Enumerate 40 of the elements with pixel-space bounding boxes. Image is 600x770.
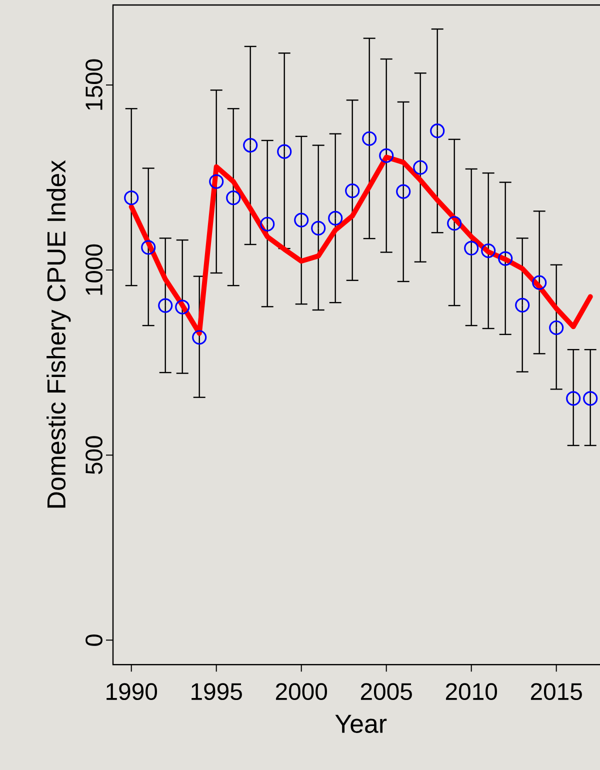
x-axis-title: Year xyxy=(335,714,387,733)
point xyxy=(328,210,343,226)
point xyxy=(362,131,377,146)
point xyxy=(192,330,207,345)
point xyxy=(532,275,547,290)
point xyxy=(124,190,139,206)
point xyxy=(396,184,411,199)
x-tick-label: 2005 xyxy=(360,683,412,700)
point xyxy=(413,160,428,175)
point xyxy=(141,240,156,255)
y-tick-label: 1000 xyxy=(86,244,102,295)
y-tick-label: 500 xyxy=(86,436,102,474)
point xyxy=(243,138,258,153)
point xyxy=(345,184,360,198)
x-tick-label: 2015 xyxy=(530,683,582,700)
x-tick-label: 2010 xyxy=(446,683,497,700)
point xyxy=(209,174,224,189)
point xyxy=(294,212,309,228)
point xyxy=(311,220,326,236)
x-tick-label: 1995 xyxy=(192,683,242,700)
point xyxy=(583,391,598,406)
x-tick-label: 2000 xyxy=(276,683,327,700)
point xyxy=(175,300,190,314)
point xyxy=(447,216,462,231)
point xyxy=(260,216,275,232)
point xyxy=(379,148,394,163)
point xyxy=(481,243,496,258)
point xyxy=(566,391,581,406)
point xyxy=(226,190,241,206)
point xyxy=(515,298,530,312)
point xyxy=(549,320,564,336)
point xyxy=(277,144,292,159)
point xyxy=(430,124,445,138)
point xyxy=(464,240,479,256)
y-tick-label: 1500 xyxy=(86,59,102,110)
point xyxy=(158,298,173,313)
y-tick-label: 0 xyxy=(86,634,102,646)
y-axis-title: Domestic Fishery CPUE Index xyxy=(46,160,71,508)
point xyxy=(498,251,513,266)
x-tick-label: 1990 xyxy=(106,683,158,700)
